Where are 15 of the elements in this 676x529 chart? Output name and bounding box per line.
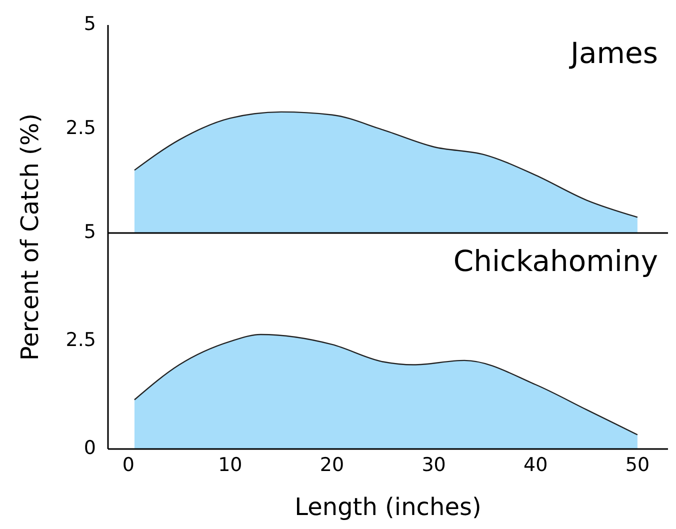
chart-title: James — [568, 36, 658, 70]
y-tick-label: 2.5 — [66, 117, 96, 140]
chart-title: Chickahominy — [453, 244, 658, 278]
y-tick-label: 0 — [84, 437, 96, 460]
x-tick-label: 20 — [320, 454, 344, 476]
y-tick-label: 5 — [84, 13, 96, 36]
x-tick-label: 50 — [625, 454, 650, 476]
y-axis-title: Percent of Catch (%) — [16, 113, 44, 361]
x-tick-label: 30 — [422, 454, 446, 476]
x-axis-title: Length (inches) — [294, 493, 482, 521]
x-tick-label: 0 — [122, 454, 134, 476]
y-tick-label: 5 — [84, 221, 96, 244]
y-tick-label: 2.5 — [66, 329, 96, 352]
x-tick-label: 40 — [524, 454, 548, 476]
x-tick-label: 10 — [218, 454, 242, 476]
